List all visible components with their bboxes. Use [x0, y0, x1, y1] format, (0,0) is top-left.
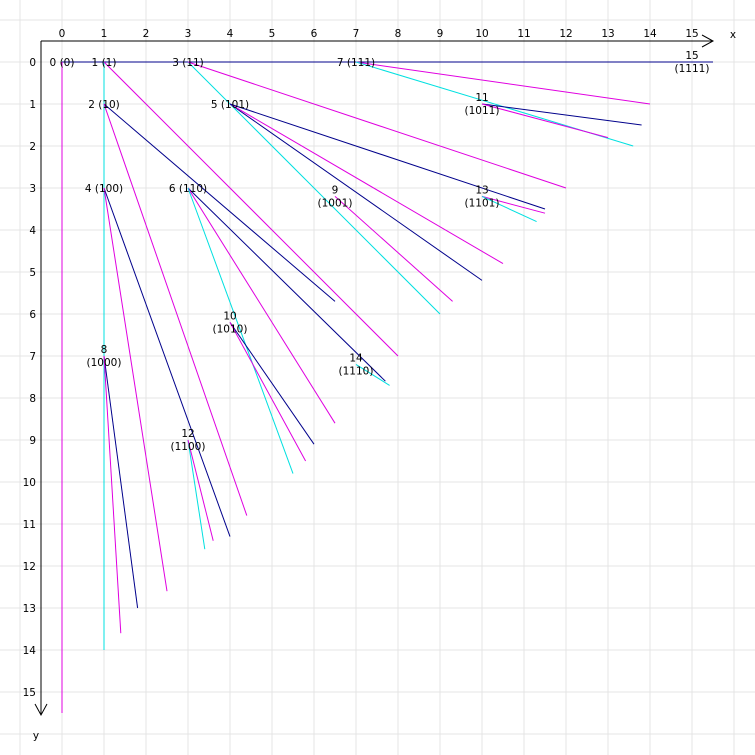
node-label-9: 9: [332, 184, 339, 196]
x-tick-label: 3: [185, 28, 192, 40]
y-tick-label: 4: [29, 225, 36, 237]
y-axis-label: y: [33, 730, 39, 742]
node-labels: 0 (0) 1 (1) 2 (10) 3 (11) 4 (100) 5 (101) 6 (1…: [50, 50, 710, 453]
edge-magenta: [481, 103, 609, 139]
x-tick-label: 1: [101, 28, 108, 40]
x-tick-label: 15: [685, 28, 698, 40]
node-label-1: 1 (1): [92, 57, 117, 69]
edge-dark-blue: [187, 187, 386, 382]
edge-dark-blue: [103, 103, 336, 302]
y-tick-label: 11: [23, 519, 36, 531]
edge-magenta: [103, 355, 122, 634]
x-tick-label: 13: [601, 28, 614, 40]
edge-magenta: [334, 196, 453, 302]
edge-cyan: [355, 363, 390, 386]
node-label-10: 10: [223, 310, 236, 322]
edge-dark-blue: [481, 103, 642, 126]
edge-dark-blue: [229, 103, 483, 281]
edge-cyan: [187, 439, 206, 550]
x-axis-arrow: [701, 34, 715, 48]
node-label-12: 12: [181, 428, 194, 440]
node-label-5: 5 (101): [211, 99, 249, 111]
y-tick-label: 12: [23, 561, 36, 573]
node-label-2: 2 (10): [88, 99, 120, 111]
x-tick-label: 5: [269, 28, 276, 40]
y-axis-arrow: [34, 703, 48, 717]
node-label-15: 15: [685, 50, 698, 62]
edge-dark-blue: [103, 355, 139, 609]
edge-dark-blue: [103, 187, 231, 537]
edge-magenta: [103, 187, 168, 592]
edge-magenta: [229, 322, 307, 462]
edge-magenta: [481, 195, 546, 214]
node-binary-11: (1011): [465, 105, 500, 117]
edge-magenta: [187, 61, 567, 189]
y-tick-label: 14: [23, 645, 37, 657]
x-tick-label: 8: [395, 28, 402, 40]
node-binary-10: (1010): [213, 323, 248, 335]
edge-magenta: [187, 187, 336, 424]
node-label-8: 8: [101, 344, 108, 356]
x-tick-label: 11: [517, 28, 530, 40]
x-tick-label: 9: [437, 28, 444, 40]
edge-magenta: [355, 61, 651, 105]
y-tick-label: 5: [29, 267, 36, 279]
x-tick-label: 2: [143, 28, 150, 40]
x-tick-label: 14: [643, 28, 657, 40]
y-tick-label: 15: [23, 687, 36, 699]
node-binary-9: (1001): [318, 197, 353, 209]
y-tick-label: 7: [29, 351, 36, 363]
node-binary-13: (1101): [465, 197, 500, 209]
y-tick-label: 1: [29, 99, 36, 111]
tree-edges: [61, 61, 713, 713]
edge-cyan: [481, 195, 537, 223]
node-binary-14: (1110): [339, 365, 374, 377]
node-binary-15: (1111): [675, 63, 710, 75]
edge-magenta: [103, 61, 399, 357]
node-label-6: 6 (110): [169, 183, 207, 195]
node-label-11: 11: [475, 92, 488, 104]
x-tick-label: 12: [559, 28, 572, 40]
node-label-0: 0 (0): [50, 57, 75, 69]
y-tick-label: 13: [23, 603, 36, 615]
y-tick-label: 8: [29, 393, 36, 405]
edge-magenta: [187, 439, 214, 541]
edge-cyan: [187, 187, 294, 474]
axes: xy0 1 2 3 4 5 6 7 8 9 10 11 12 13 14 150123456789101112…: [23, 28, 736, 742]
node-label-4: 4 (100): [85, 183, 123, 195]
edge-magenta: [103, 103, 248, 516]
edge-dark-blue: [229, 103, 546, 210]
y-tick-label: 0: [29, 57, 36, 69]
y-tick-label: 10: [23, 477, 36, 489]
node-binary-12: (1100): [171, 441, 206, 453]
edge-magenta: [229, 103, 504, 265]
x-axis-label: x: [730, 29, 736, 41]
y-tick-label: 9: [29, 435, 36, 447]
node-label-14: 14: [349, 352, 363, 364]
edge-dark-blue: [229, 322, 315, 445]
node-label-13: 13: [475, 184, 488, 196]
y-tick-label: 2: [29, 141, 36, 153]
node-label-3: 3 (11): [172, 57, 204, 69]
x-tick-label: 4: [227, 28, 234, 40]
x-tick-label: 7: [353, 28, 360, 40]
node-binary-8: (1000): [87, 357, 122, 369]
x-tick-label: 6: [311, 28, 318, 40]
y-tick-label: 3: [29, 183, 36, 195]
x-tick-label: 10: [475, 28, 488, 40]
x-tick-label: 0: [59, 28, 66, 40]
y-tick-label: 6: [29, 309, 36, 321]
node-label-7: 7 (111): [337, 57, 375, 69]
